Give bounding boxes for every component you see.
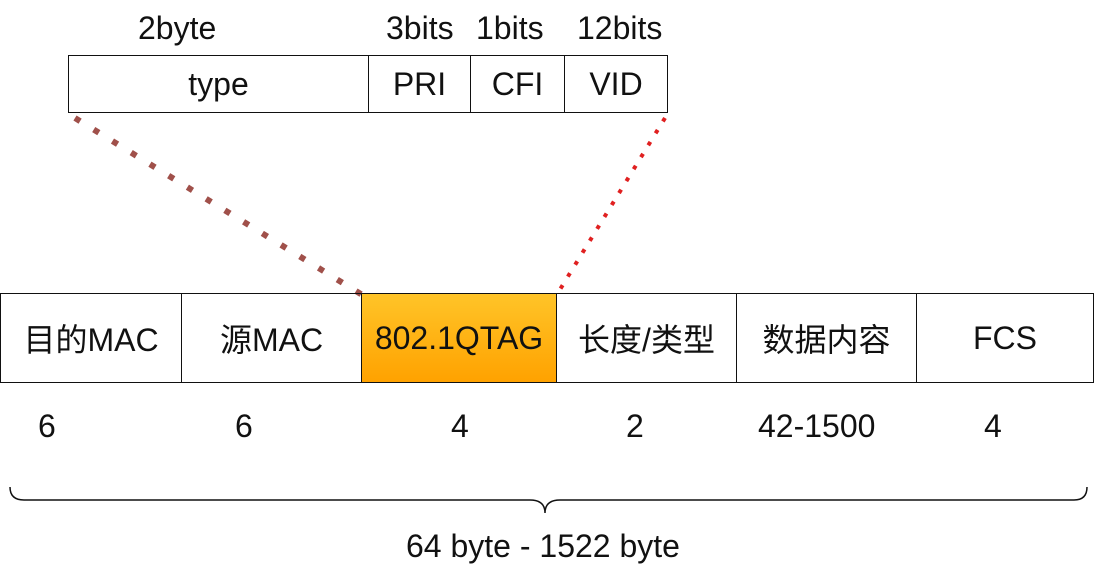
frame-field-payload: 数据内容	[736, 293, 916, 383]
frame-size-8021q-tag: 4	[451, 408, 469, 444]
total-size-label: 64 byte - 1522 byte	[406, 528, 680, 564]
frame-field-src-mac: 源MAC	[181, 293, 361, 383]
frame-field-fcs-label: FCS	[973, 319, 1037, 356]
tag-field-cfi-label: CFI	[491, 65, 544, 102]
frame-field-8021q-tag: 802.1QTAG	[361, 293, 556, 383]
tag-size-label-cfi: 1bits	[476, 10, 544, 46]
tag-size-label-vid: 12bits	[577, 10, 663, 46]
frame-field-dst-mac: 目的MAC	[0, 293, 181, 383]
tag-size-label-type: 2byte	[138, 10, 217, 46]
tag-field-pri: PRI	[368, 55, 470, 113]
frame-size-dst-mac: 6	[38, 408, 56, 444]
frame-size-length-type: 2	[626, 408, 644, 444]
connector-line-right	[554, 116, 667, 298]
tag-field-cfi: CFI	[470, 55, 564, 113]
frame-field-fcs: FCS	[916, 293, 1094, 383]
frame-size-payload: 42-1500	[758, 408, 876, 444]
tag-size-label-pri: 3bits	[386, 10, 454, 46]
tag-field-type-label: type	[188, 65, 249, 102]
total-brace	[9, 486, 1088, 514]
tag-field-vid: VID	[564, 55, 668, 113]
frame-field-8021q-tag-label: 802.1QTAG	[374, 319, 544, 356]
tag-field-vid-label: VID	[589, 65, 643, 102]
frame-field-payload-label: 数据内容	[762, 322, 891, 358]
frame-field-length-type-label: 长度/类型	[578, 322, 715, 358]
frame-field-length-type: 长度/类型	[556, 293, 736, 383]
tag-detail-box: type PRI CFI VID	[68, 55, 668, 113]
frame-size-fcs: 4	[984, 408, 1002, 444]
frame-field-dst-mac-label: 目的MAC	[23, 322, 159, 358]
frame-size-src-mac: 6	[235, 408, 253, 444]
ethernet-frame: 目的MAC 源MAC 802.1QTAG 长度/类型 数据内容 FCS	[0, 293, 1094, 383]
connector-line-left	[73, 115, 366, 299]
frame-field-src-mac-label: 源MAC	[219, 322, 324, 358]
tag-field-pri-label: PRI	[392, 65, 447, 102]
tag-field-type: type	[68, 55, 368, 113]
